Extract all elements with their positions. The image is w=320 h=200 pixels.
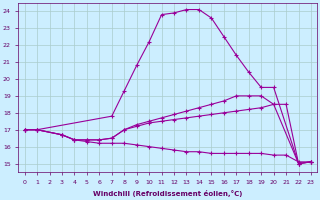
X-axis label: Windchill (Refroidissement éolien,°C): Windchill (Refroidissement éolien,°C) <box>93 190 243 197</box>
